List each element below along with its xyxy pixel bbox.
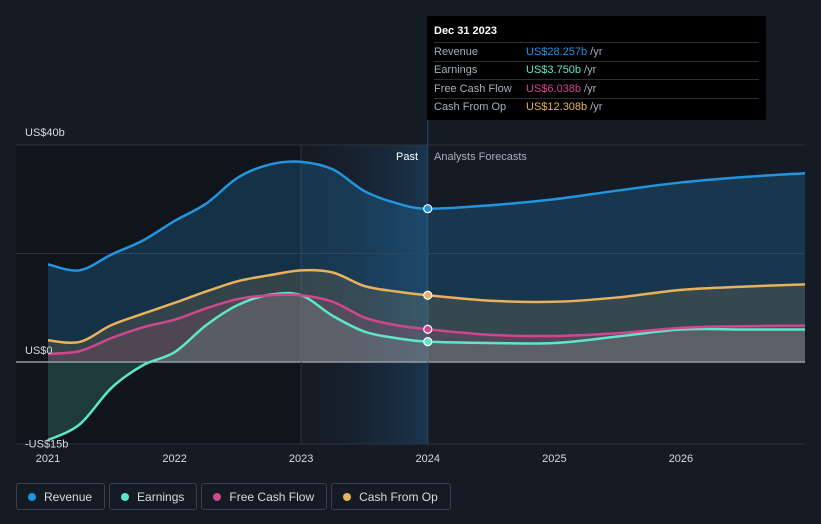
tooltip-label: Free Cash Flow [434, 82, 512, 95]
legend-label: Free Cash Flow [229, 489, 315, 504]
legend: Revenue Earnings Free Cash Flow Cash Fro… [16, 483, 451, 510]
tooltip-label: Revenue [434, 45, 479, 58]
tooltip-value: US$6.038b [526, 82, 582, 95]
cash-from-op-area [48, 270, 805, 362]
legend-cash-from-op[interactable]: Cash From Op [331, 483, 451, 510]
earnings-marker [423, 337, 433, 347]
legend-label: Earnings [137, 489, 185, 504]
y-tick-label: US$40b [25, 127, 65, 139]
tooltip: Dec 31 2023 Revenue US$28.257b /yr Earni… [427, 16, 766, 120]
x-tick-label: 2021 [36, 453, 60, 465]
past-highlight-region [300, 145, 427, 444]
earnings-area [48, 293, 805, 441]
x-tick-label: 2026 [669, 453, 693, 465]
free-cash-flow-line [47, 293, 806, 356]
legend-free-cash-flow[interactable]: Free Cash Flow [201, 483, 328, 510]
tooltip-unit: /yr [590, 45, 603, 58]
cash-from-op-dot-icon [343, 492, 352, 501]
tooltip-label: Cash From Op [434, 101, 507, 114]
tooltip-value: US$28.257b [526, 45, 588, 58]
free-cash-flow-area [48, 294, 805, 362]
legend-label: Cash From Op [359, 489, 438, 504]
legend-revenue[interactable]: Revenue [16, 483, 106, 510]
earnings-line [47, 291, 805, 442]
cash-from-op-line [47, 268, 806, 345]
tooltip-unit: /yr [584, 82, 597, 95]
tooltip-row-revenue: Revenue US$28.257b /yr [434, 42, 759, 61]
free-cash-flow-marker [423, 324, 433, 334]
past-label: Past [396, 151, 418, 163]
legend-earnings[interactable]: Earnings [109, 483, 198, 510]
forecast-label: Analysts Forecasts [434, 151, 527, 163]
cash-from-op-marker [423, 290, 433, 300]
revenue-area [48, 161, 805, 362]
tooltip-value: US$3.750b [526, 64, 582, 77]
tooltip-unit: /yr [590, 101, 603, 114]
free-cash-flow-dot-icon [213, 492, 222, 501]
tooltip-date: Dec 31 2023 [434, 25, 497, 37]
past-dark-region [16, 145, 300, 444]
tooltip-label: Earnings [434, 64, 478, 77]
tooltip-row-earnings: Earnings US$3.750b /yr [434, 60, 759, 80]
y-tick-label: US$0 [25, 345, 53, 357]
tooltip-unit: /yr [584, 64, 597, 77]
revenue-dot-icon [28, 492, 36, 501]
x-tick-label: 2023 [289, 453, 313, 465]
x-tick-label: 2022 [162, 453, 186, 465]
tooltip-row-cfo: Cash From Op US$12.308b /yr [434, 97, 759, 117]
y-tick-label: -US$15b [25, 438, 68, 450]
earnings-dot-icon [121, 492, 130, 501]
x-tick-label: 2024 [416, 453, 440, 465]
legend-label: Revenue [44, 489, 93, 504]
revenue-marker [423, 204, 433, 214]
tooltip-value: US$12.308b [526, 101, 588, 114]
tooltip-row-fcf: Free Cash Flow US$6.038b /yr [434, 79, 759, 98]
revenue-line [47, 160, 806, 272]
x-tick-label: 2025 [542, 453, 566, 465]
